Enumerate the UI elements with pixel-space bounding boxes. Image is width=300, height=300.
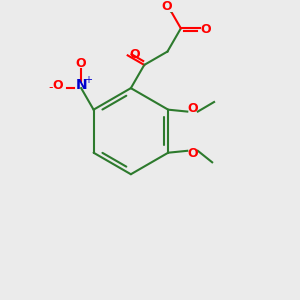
Text: O: O	[129, 48, 140, 61]
Text: O: O	[53, 79, 64, 92]
Text: +: +	[84, 74, 92, 85]
Text: -: -	[48, 81, 53, 94]
Text: O: O	[161, 1, 172, 13]
Text: O: O	[188, 102, 198, 115]
Text: O: O	[188, 147, 198, 160]
Text: O: O	[76, 57, 86, 70]
Text: N: N	[75, 78, 87, 92]
Text: O: O	[200, 23, 211, 36]
